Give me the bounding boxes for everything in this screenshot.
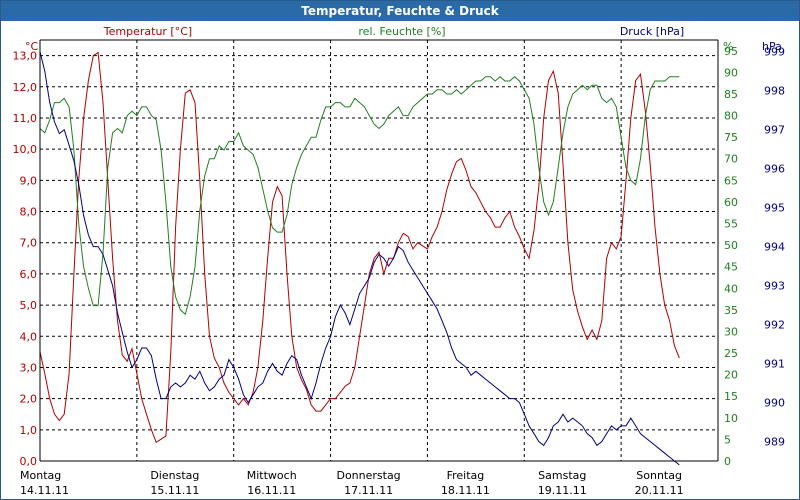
humidity-tick-label: 10 bbox=[724, 412, 738, 425]
pressure-line bbox=[39, 51, 680, 466]
x-axis-day-label: Sonntag bbox=[636, 469, 682, 482]
x-axis-date-label: 14.11.11 bbox=[20, 484, 69, 497]
x-axis-date-label: 17.11.11 bbox=[344, 484, 393, 497]
x-axis-date-label: 15.11.11 bbox=[150, 484, 199, 497]
humidity-tick-label: 70 bbox=[724, 153, 738, 166]
temperature-unit-label: °C bbox=[25, 40, 39, 53]
x-axis-day-label: Freitag bbox=[447, 469, 485, 482]
temperature-tick-label: 11,0 bbox=[13, 112, 38, 125]
temperature-tick-label: 13,0 bbox=[13, 50, 38, 63]
temperature-tick-label: 2,0 bbox=[20, 393, 38, 406]
window-title: Temperatur, Feuchte & Druck bbox=[1, 1, 799, 21]
humidity-tick-label: 25 bbox=[724, 347, 738, 360]
humidity-unit-label: % bbox=[723, 40, 733, 53]
x-axis-day-label: Donnerstag bbox=[336, 469, 400, 482]
humidity-tick-label: 85 bbox=[724, 88, 738, 101]
humidity-tick-label: 65 bbox=[724, 174, 738, 187]
temperature-tick-label: 5,0 bbox=[20, 299, 38, 312]
x-axis-date-label: 16.11.11 bbox=[247, 484, 296, 497]
temperature-tick-label: 6,0 bbox=[20, 268, 38, 281]
temperature-tick-label: 8,0 bbox=[20, 206, 38, 219]
pressure-unit-label: hPa bbox=[762, 40, 782, 53]
axis-ticks: 0,0 1,0 2,0 3,0 4,0 5,0 6,0 7,0 8,0 9,0 10,0 11,0 12… bbox=[13, 45, 786, 468]
humidity-tick-label: 0 bbox=[724, 455, 731, 468]
grid bbox=[40, 40, 718, 462]
x-axis-day-label: Dienstag bbox=[150, 469, 199, 482]
x-axis-date-label: 18.11.11 bbox=[441, 484, 490, 497]
pressure-tick-label: 992 bbox=[764, 319, 785, 332]
temperature-line bbox=[39, 51, 680, 444]
temperature-tick-label: 7,0 bbox=[20, 237, 38, 250]
pressure-tick-label: 999 bbox=[764, 46, 785, 59]
pressure-tick-label: 993 bbox=[764, 280, 785, 293]
x-axis-day-label: Mittwoch bbox=[247, 469, 297, 482]
pressure-tick-label: 995 bbox=[764, 202, 785, 215]
humidity-axis-title: rel. Feuchte [%] bbox=[358, 25, 445, 38]
temperature-tick-label: 4,0 bbox=[20, 330, 38, 343]
humidity-tick-label: 35 bbox=[724, 304, 738, 317]
temperature-tick-label: 0,0 bbox=[20, 455, 38, 468]
humidity-tick-label: 60 bbox=[724, 196, 738, 209]
humidity-tick-label: 15 bbox=[724, 390, 738, 403]
pressure-tick-label: 989 bbox=[764, 436, 785, 449]
x-axis-date-label: 20.11.11 bbox=[635, 484, 684, 497]
x-axis-day-label: Samstag bbox=[538, 469, 586, 482]
series-lines bbox=[39, 51, 680, 466]
temperature-tick-label: 1,0 bbox=[20, 424, 38, 437]
humidity-tick-label: 45 bbox=[724, 261, 738, 274]
humidity-tick-label: 95 bbox=[724, 45, 738, 58]
humidity-tick-label: 30 bbox=[724, 325, 738, 338]
humidity-tick-label: 80 bbox=[724, 110, 738, 123]
temperature-tick-label: 12,0 bbox=[13, 81, 38, 94]
humidity-line bbox=[39, 76, 680, 316]
pressure-tick-label: 991 bbox=[764, 358, 785, 371]
pressure-tick-label: 996 bbox=[764, 163, 785, 176]
temperature-tick-label: 3,0 bbox=[20, 361, 38, 374]
temperature-tick-label: 9,0 bbox=[20, 174, 38, 187]
pressure-tick-label: 990 bbox=[764, 397, 785, 410]
humidity-tick-label: 55 bbox=[724, 218, 738, 231]
humidity-tick-label: 40 bbox=[724, 282, 738, 295]
x-axis-day-label: Montag bbox=[20, 469, 61, 482]
temperature-axis-title: Temperatur [°C] bbox=[103, 25, 192, 38]
pressure-tick-label: 998 bbox=[764, 85, 785, 98]
temperature-tick-label: 10,0 bbox=[13, 143, 38, 156]
plot-border bbox=[39, 39, 719, 462]
humidity-tick-label: 20 bbox=[724, 369, 738, 382]
humidity-tick-label: 50 bbox=[724, 239, 738, 252]
humidity-tick-label: 90 bbox=[724, 66, 738, 79]
x-axis-labels: Montag 14.11.11 Dienstag 15.11.11 Mittwoch 16… bbox=[20, 469, 684, 497]
x-axis-date-label: 19.11.11 bbox=[538, 484, 587, 497]
pressure-axis-title: Druck [hPa] bbox=[620, 25, 684, 38]
humidity-tick-label: 75 bbox=[724, 131, 738, 144]
humidity-tick-label: 5 bbox=[724, 433, 731, 446]
pressure-tick-label: 997 bbox=[764, 124, 785, 137]
pressure-tick-label: 994 bbox=[764, 241, 785, 254]
